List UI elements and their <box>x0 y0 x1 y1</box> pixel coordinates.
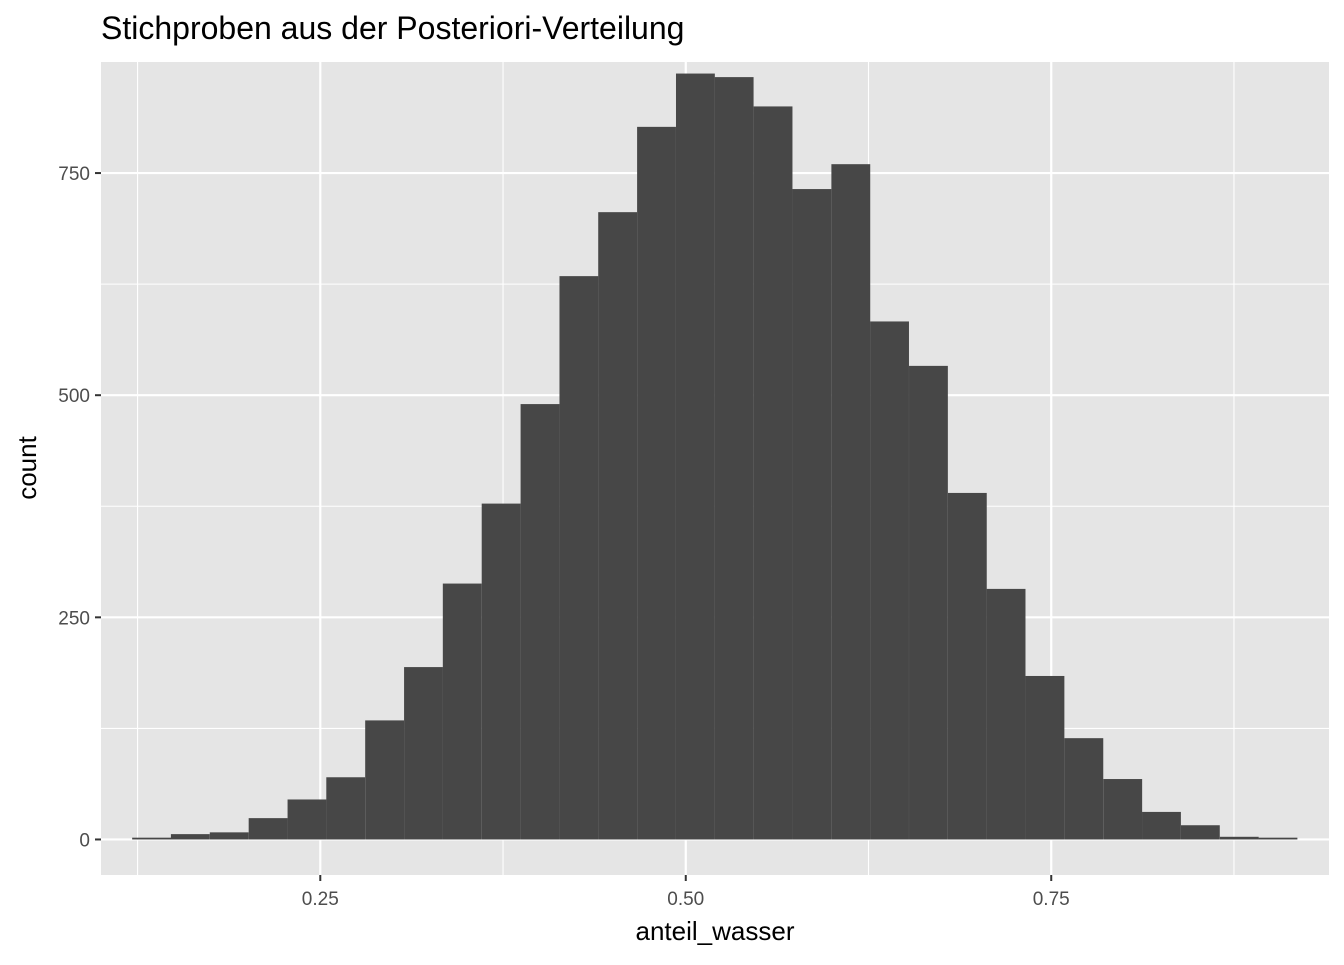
y-tick-label: 500 <box>58 386 90 407</box>
histogram-bar <box>637 126 676 840</box>
x-axis-title: anteil_wasser <box>636 916 795 946</box>
histogram-bar <box>404 667 443 840</box>
histogram-bar <box>909 365 948 840</box>
histogram-bar <box>1142 811 1181 840</box>
x-axis-ticks: 0.25 0.50 0.75 <box>302 875 1070 910</box>
histogram-bar <box>170 834 210 840</box>
chart-title: Stichproben aus der Posteriori-Verteilun… <box>101 10 684 46</box>
histogram-bar <box>986 588 1026 840</box>
histogram-bar <box>947 492 987 840</box>
histogram-bar <box>714 77 754 840</box>
histogram-bar <box>1180 825 1220 840</box>
histogram-bar <box>1025 675 1065 840</box>
y-tick-label: 0 <box>79 830 90 851</box>
histogram-bar <box>598 212 638 840</box>
histogram-bar <box>1258 837 1298 840</box>
histogram-bar <box>481 503 521 840</box>
histogram-bar <box>209 832 249 840</box>
histogram-bar <box>248 818 288 840</box>
y-tick-label: 250 <box>58 608 90 629</box>
x-tick-label: 0.50 <box>667 889 704 910</box>
histogram-bar <box>870 321 909 840</box>
histogram-bar <box>831 164 871 840</box>
histogram-bar <box>753 106 793 840</box>
histogram-bar <box>132 837 172 840</box>
y-tick-label: 750 <box>58 164 90 185</box>
y-axis-ticks: 0 250 500 750 <box>58 164 101 851</box>
histogram-bar <box>559 276 599 840</box>
histogram-bar <box>1219 836 1259 840</box>
histogram-bar <box>792 189 832 840</box>
histogram-bars <box>132 73 1298 840</box>
x-tick-label: 0.75 <box>1033 889 1070 910</box>
histogram-bar <box>442 583 482 840</box>
x-tick-label: 0.25 <box>302 889 339 910</box>
histogram-bar <box>1103 779 1143 840</box>
histogram-bar <box>287 799 327 840</box>
histogram-bar <box>675 73 715 840</box>
histogram-bar <box>365 720 405 840</box>
histogram-bar <box>520 404 560 840</box>
histogram-bar <box>326 777 366 840</box>
histogram-bar <box>1064 738 1104 840</box>
y-axis-title: count <box>12 435 42 499</box>
